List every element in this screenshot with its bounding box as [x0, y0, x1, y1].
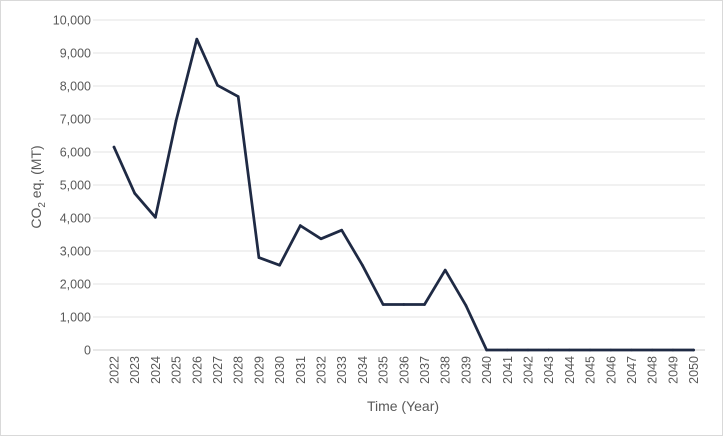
x-tick-label: 2026	[190, 356, 204, 384]
data-point	[485, 348, 488, 352]
x-tick-label: 2027	[211, 356, 225, 384]
y-tick-label: 9,000	[60, 47, 91, 61]
x-tick-label: 2048	[646, 356, 660, 384]
x-tick-label: 2047	[625, 356, 639, 384]
x-tick-label: 2043	[542, 356, 556, 384]
x-tick-label: 2046	[604, 356, 618, 384]
gridlines	[93, 19, 705, 351]
x-tick-label: 2042	[522, 356, 536, 384]
data-point	[340, 228, 344, 232]
data-point	[402, 303, 406, 306]
x-tick-label: 2025	[170, 356, 184, 384]
data-point	[443, 268, 447, 272]
x-tick-label: 2022	[108, 356, 122, 384]
data-point	[464, 304, 468, 307]
x-tick-label: 2038	[439, 356, 453, 384]
x-tick-label: 2034	[356, 356, 370, 384]
y-axis-ticks: 0 1,000 2,000 3,000 4,000 5,000 6,000 7,000 8,00…	[53, 14, 91, 358]
y-tick-label: 5,000	[60, 179, 91, 193]
data-point	[133, 191, 136, 195]
x-tick-label: 2049	[666, 356, 680, 384]
y-tick-label: 0	[84, 344, 91, 358]
x-tick-label: 2045	[584, 356, 598, 384]
data-point	[609, 348, 613, 352]
data-point	[257, 256, 261, 259]
y-tick-label: 4,000	[60, 212, 91, 226]
data-point	[630, 348, 633, 352]
data-point	[154, 216, 157, 219]
y-tick-label: 8,000	[60, 80, 91, 94]
y-tick-label: 3,000	[60, 245, 91, 259]
data-point	[299, 224, 302, 227]
data-point	[174, 119, 178, 122]
data-point	[361, 263, 364, 267]
data-point	[506, 348, 509, 352]
y-tick-label: 1,000	[60, 311, 91, 325]
x-tick-label: 2050	[687, 356, 701, 384]
x-tick-label: 2024	[149, 356, 163, 384]
y-axis-title: CO2 eq. (MT)	[28, 145, 48, 228]
x-tick-label: 2041	[501, 356, 515, 384]
x-tick-label: 2039	[459, 356, 473, 384]
series-line	[112, 37, 695, 352]
data-point	[568, 348, 571, 352]
data-point	[278, 263, 281, 267]
x-tick-label: 2044	[563, 356, 577, 384]
data-point	[195, 37, 199, 41]
data-point	[216, 84, 219, 87]
y-tick-label: 7,000	[60, 113, 91, 127]
data-point	[423, 303, 426, 306]
data-point	[319, 237, 323, 241]
y-tick-label: 10,000	[53, 14, 91, 28]
data-point	[112, 145, 116, 149]
y-tick-label: 6,000	[60, 146, 91, 160]
x-tick-label: 2033	[335, 356, 349, 384]
x-tick-label: 2036	[397, 356, 411, 384]
data-point	[671, 348, 675, 352]
data-point	[236, 95, 240, 98]
x-tick-label: 2040	[480, 356, 494, 384]
x-tick-label: 2035	[377, 356, 391, 384]
data-point	[588, 348, 592, 352]
x-tick-label: 2023	[128, 356, 142, 384]
data-point	[692, 348, 695, 352]
data-point	[526, 348, 530, 352]
y-tick-label: 2,000	[60, 278, 91, 292]
x-axis-ticks: 2022 2023 2024 2025 2026 2027 2028 2029 2030 2031…	[108, 356, 702, 384]
x-tick-label: 2037	[418, 356, 432, 384]
x-tick-label: 2031	[294, 356, 308, 384]
x-axis-title: Time (Year)	[367, 398, 439, 414]
data-point	[547, 348, 550, 352]
x-tick-label: 2029	[252, 356, 266, 384]
x-tick-label: 2028	[232, 356, 246, 384]
x-tick-label: 2030	[273, 356, 287, 384]
data-point	[650, 348, 654, 352]
data-point	[381, 303, 385, 306]
x-tick-label: 2032	[315, 356, 329, 384]
